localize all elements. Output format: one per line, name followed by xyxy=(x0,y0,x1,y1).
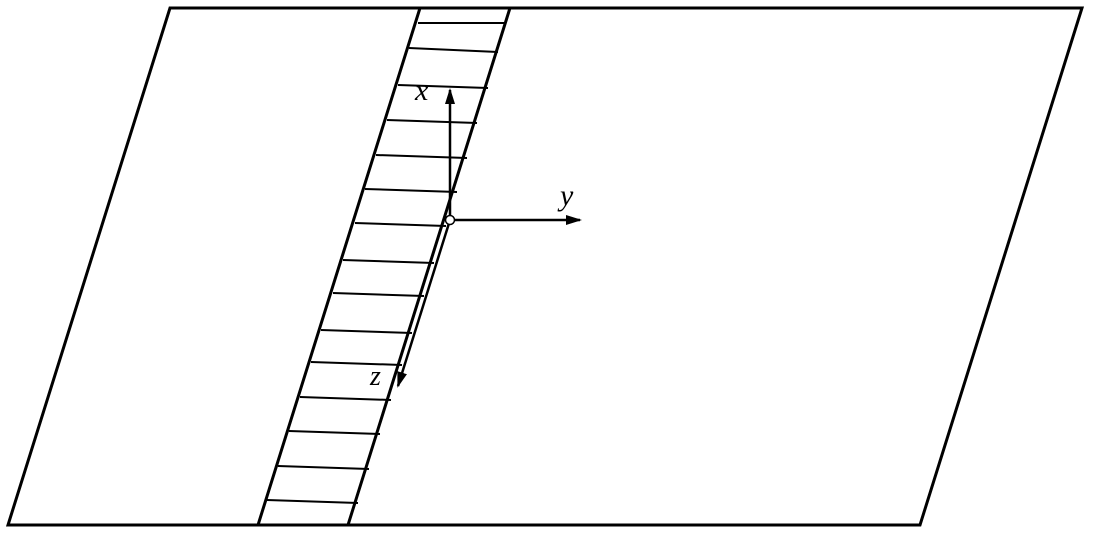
x-axis-label: x xyxy=(414,74,429,107)
origin-marker xyxy=(446,216,455,225)
axis-labels: x y z xyxy=(369,74,574,392)
outer-parallelogram xyxy=(8,8,1082,525)
coordinate-axes xyxy=(398,90,580,386)
y-axis-label: y xyxy=(557,179,574,212)
hatch-lines xyxy=(267,23,505,503)
z-axis-label: z xyxy=(369,361,381,392)
hatched-strip xyxy=(258,8,510,525)
